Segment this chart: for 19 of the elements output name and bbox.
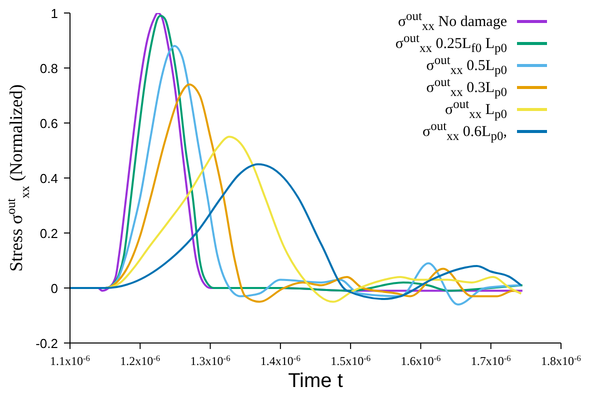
x-tick-label: 1.7x10$^{-6}$ bbox=[470, 354, 511, 368]
y-tick-label: 1 bbox=[50, 6, 58, 21]
x-tick-label: 1.4x10$^{-6}$ bbox=[260, 354, 300, 368]
y-tick-label: -0.2 bbox=[36, 336, 58, 351]
x-tick-label: 1.8x10$^{-6}$ bbox=[541, 354, 581, 368]
y-tick-label: 0.6 bbox=[40, 116, 58, 131]
x-axis-title: Time t bbox=[288, 370, 344, 392]
y-tick-label: 0.4 bbox=[40, 171, 58, 186]
y-tick-label: 0.2 bbox=[40, 226, 58, 241]
x-tick-label: 1.3x10$^{-6}$ bbox=[190, 354, 230, 368]
x-tick-label: 1.2x10$^{-6}$ bbox=[120, 354, 160, 368]
line-series bbox=[70, 163, 522, 300]
x-tick-label: 1.5x10$^{-6}$ bbox=[330, 354, 371, 368]
y-tick-label: 0.8 bbox=[40, 61, 58, 76]
legend-label: σ$^{out}$$_{xx}$ No damage bbox=[398, 8, 507, 32]
y-tick-label: 0 bbox=[50, 281, 58, 296]
legend-label: σ$^{out}$$_{xx}$ 0.25L$_{f0}$ L$_{p0}$ bbox=[395, 30, 507, 54]
x-tick-label: 1.1x10$^{-6}$ bbox=[50, 354, 90, 368]
x-tick-label: 1.6x10$^{-6}$ bbox=[400, 354, 441, 368]
